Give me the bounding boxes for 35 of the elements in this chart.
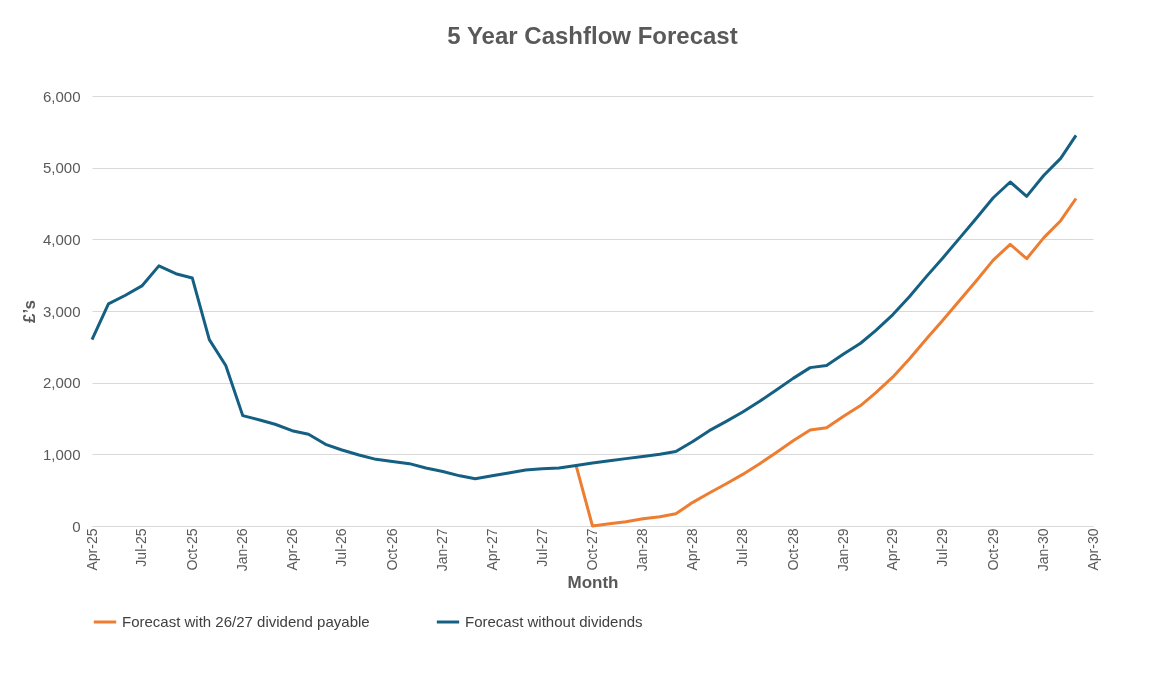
x-tick-label: Jul-27 (533, 528, 550, 567)
x-tick-label: Oct-26 (383, 528, 400, 571)
x-tick-label: Jan-27 (434, 528, 451, 572)
x-tick-label: Oct-28 (784, 528, 801, 571)
x-tick-label: Oct-25 (183, 528, 200, 571)
y-tick-label: 5,000 (42, 159, 81, 177)
x-tick-label: Jul-29 (934, 528, 951, 567)
x-tick-label: Jan-30 (1035, 528, 1052, 572)
x-tick-label: Jul-26 (333, 528, 350, 567)
x-tick-label: Apr-27 (483, 528, 500, 571)
x-tick-label: Jan-28 (634, 528, 651, 572)
x-tick-label: Apr-30 (1084, 528, 1101, 571)
chart-title: 5 Year Cashflow Forecast (447, 22, 738, 49)
y-tick-label: 0 (72, 517, 81, 535)
y-tick-label: 2,000 (42, 374, 81, 392)
x-tick-label: Jul-28 (734, 528, 751, 567)
legend-label: Forecast with 26/27 dividend payable (122, 613, 370, 630)
line-series (90, 133, 1078, 481)
line-series (574, 196, 1078, 528)
x-tick-label: Apr-25 (83, 528, 100, 571)
legend-label: Forecast without dividends (465, 613, 643, 630)
x-tick-label: Jan-26 (234, 528, 251, 572)
y-axis-title: £’s (19, 299, 39, 324)
x-tick-label: Apr-28 (684, 528, 701, 571)
x-tick-label: Oct-29 (984, 528, 1001, 571)
y-tick-label: 4,000 (42, 230, 81, 248)
x-tick-label: Oct-27 (584, 528, 600, 571)
x-axis-title: Month (567, 573, 619, 593)
x-tick-label: Apr-26 (283, 528, 300, 571)
y-tick-label: 1,000 (42, 445, 81, 463)
x-tick-label: Jul-25 (133, 528, 150, 567)
y-tick-label: 3,000 (42, 302, 81, 320)
y-tick-label: 6,000 (42, 87, 81, 105)
x-tick-label: Apr-29 (884, 528, 901, 571)
x-tick-label: Jan-29 (835, 528, 852, 572)
